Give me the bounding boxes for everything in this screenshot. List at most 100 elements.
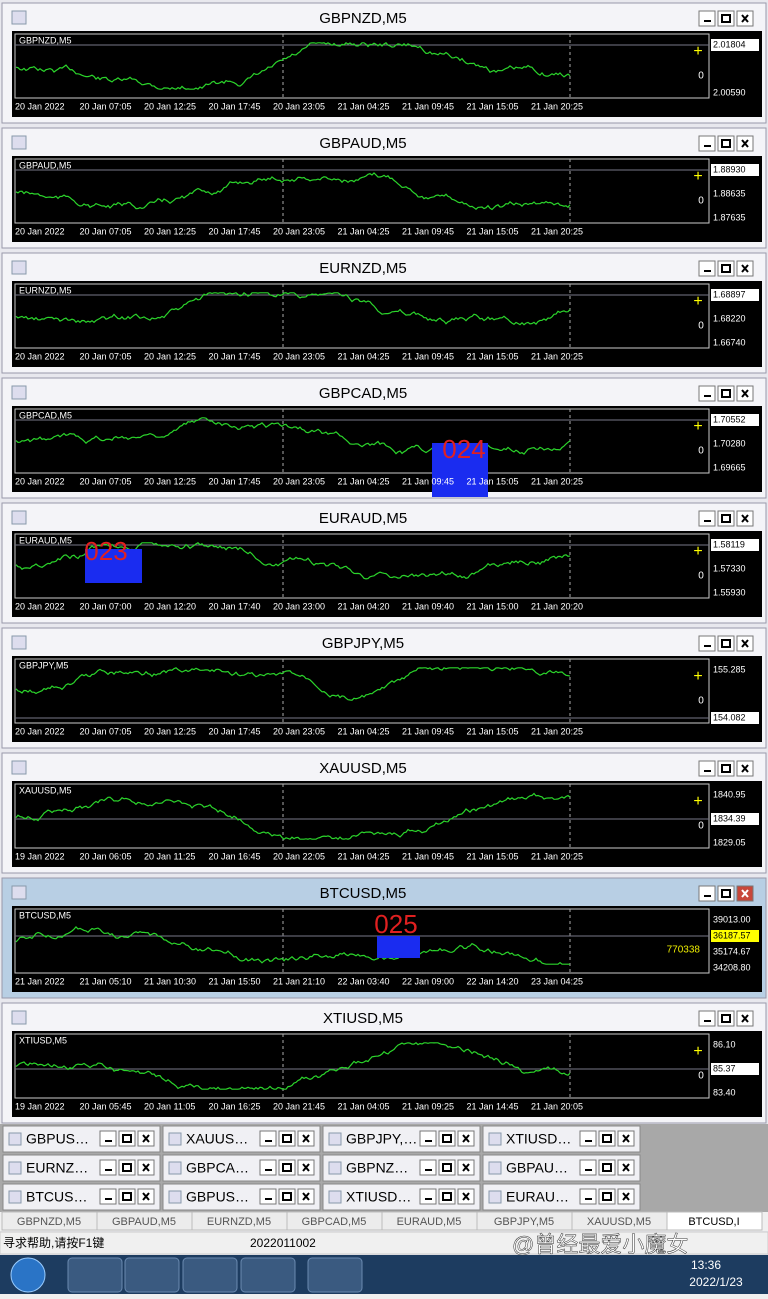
icon [721,639,731,648]
window-button[interactable] [259,1188,277,1205]
window-button[interactable] [438,1130,456,1147]
window-button[interactable] [698,260,716,277]
minimized-window[interactable] [322,1154,481,1182]
icon [721,389,731,398]
window-button[interactable] [598,1159,616,1176]
minimized-title: GBPAU… [506,1160,568,1176]
window-button[interactable] [698,1010,716,1027]
window-button[interactable] [278,1130,296,1147]
window-button[interactable] [419,1130,437,1147]
window-button[interactable] [99,1159,117,1176]
tab-label: BTCUSD,I [688,1216,739,1228]
time-label: 21 Jan 15:50 [209,976,261,986]
window-button[interactable] [278,1159,296,1176]
time-label: 20 Jan 07:05 [80,226,132,236]
window-button[interactable] [598,1188,616,1205]
icon [302,1192,310,1201]
window-icon [488,1161,502,1175]
window-button[interactable] [698,385,716,402]
window-button[interactable] [717,760,735,777]
window-button[interactable] [579,1159,597,1176]
icon [704,270,711,272]
window-button[interactable] [717,885,735,902]
time-label: 21 Jan 09:45 [402,851,454,861]
time-label: 20 Jan 23:05 [273,226,325,236]
window-button[interactable] [259,1159,277,1176]
window-button[interactable] [419,1159,437,1176]
taskbar-app[interactable] [240,1257,296,1293]
icon [142,1163,150,1172]
icon [741,139,749,148]
time-label: 20 Jan 07:05 [80,351,132,361]
time-label: 21 Jan 20:25 [531,476,583,486]
window-button[interactable] [698,760,716,777]
window-button[interactable] [698,635,716,652]
icon [585,1169,592,1171]
window-button[interactable] [717,635,735,652]
taskbar-app[interactable] [124,1257,180,1293]
window-button[interactable] [698,10,716,27]
window-button[interactable] [579,1130,597,1147]
time-label: 21 Jan 20:25 [531,851,583,861]
window-button[interactable] [717,10,735,27]
window-button[interactable] [698,510,716,527]
window-button[interactable] [118,1130,136,1147]
window-button[interactable] [259,1130,277,1147]
price-label: 2.01804 [713,39,746,49]
icon [462,1192,470,1201]
icon [704,645,711,647]
price-tag [711,289,759,301]
window-button[interactable] [118,1159,136,1176]
window-button[interactable] [438,1159,456,1176]
window-title: EURNZD,M5 [319,260,407,277]
time-label: 20 Jan 2022 [15,101,65,111]
window-button[interactable] [99,1130,117,1147]
window-button[interactable] [118,1188,136,1205]
price-tag [711,712,759,724]
window-button[interactable] [438,1188,456,1205]
start-button[interactable] [10,1257,46,1293]
window-button[interactable] [717,385,735,402]
icon [442,1192,452,1201]
tab-label: EURAUD,M5 [397,1216,462,1228]
icon [442,1134,452,1143]
window-button[interactable] [717,135,735,152]
tab[interactable] [666,1211,763,1231]
window-button[interactable] [698,135,716,152]
minimized-window[interactable] [322,1183,481,1211]
icon [704,895,711,897]
price-label: 86.10 [713,1039,736,1049]
taskbar-app[interactable] [307,1257,363,1293]
window-button[interactable] [717,260,735,277]
time-label: 20 Jan 23:05 [273,726,325,736]
time-label: 20 Jan 16:25 [209,1101,261,1111]
tab-label: GBPJPY,M5 [494,1216,554,1228]
plus-icon: + [693,668,702,685]
plus-icon: + [693,793,702,810]
plus-icon: + [693,1043,702,1060]
window-button[interactable] [598,1130,616,1147]
minimized-window[interactable] [482,1154,641,1182]
time-label: 20 Jan 21:45 [273,1101,325,1111]
taskbar-app[interactable] [67,1257,123,1293]
icon [142,1192,150,1201]
icon [282,1163,292,1172]
price-label: 85.37 [713,1063,736,1073]
time-label: 20 Jan 17:45 [209,226,261,236]
window-button[interactable] [579,1188,597,1205]
window-icon [11,1010,27,1025]
window-icon [11,260,27,275]
window-button[interactable] [419,1188,437,1205]
window-button[interactable] [717,510,735,527]
minimized-window[interactable] [482,1183,641,1211]
window-icon [488,1132,502,1146]
plot-frame [14,908,710,974]
taskbar-app[interactable] [182,1257,238,1293]
window-button[interactable] [717,1010,735,1027]
clock-date: 2022/1/23 [689,1275,743,1289]
window-button[interactable] [278,1188,296,1205]
price-label: 1.55930 [713,587,746,597]
window-button[interactable] [698,885,716,902]
window-button[interactable] [99,1188,117,1205]
